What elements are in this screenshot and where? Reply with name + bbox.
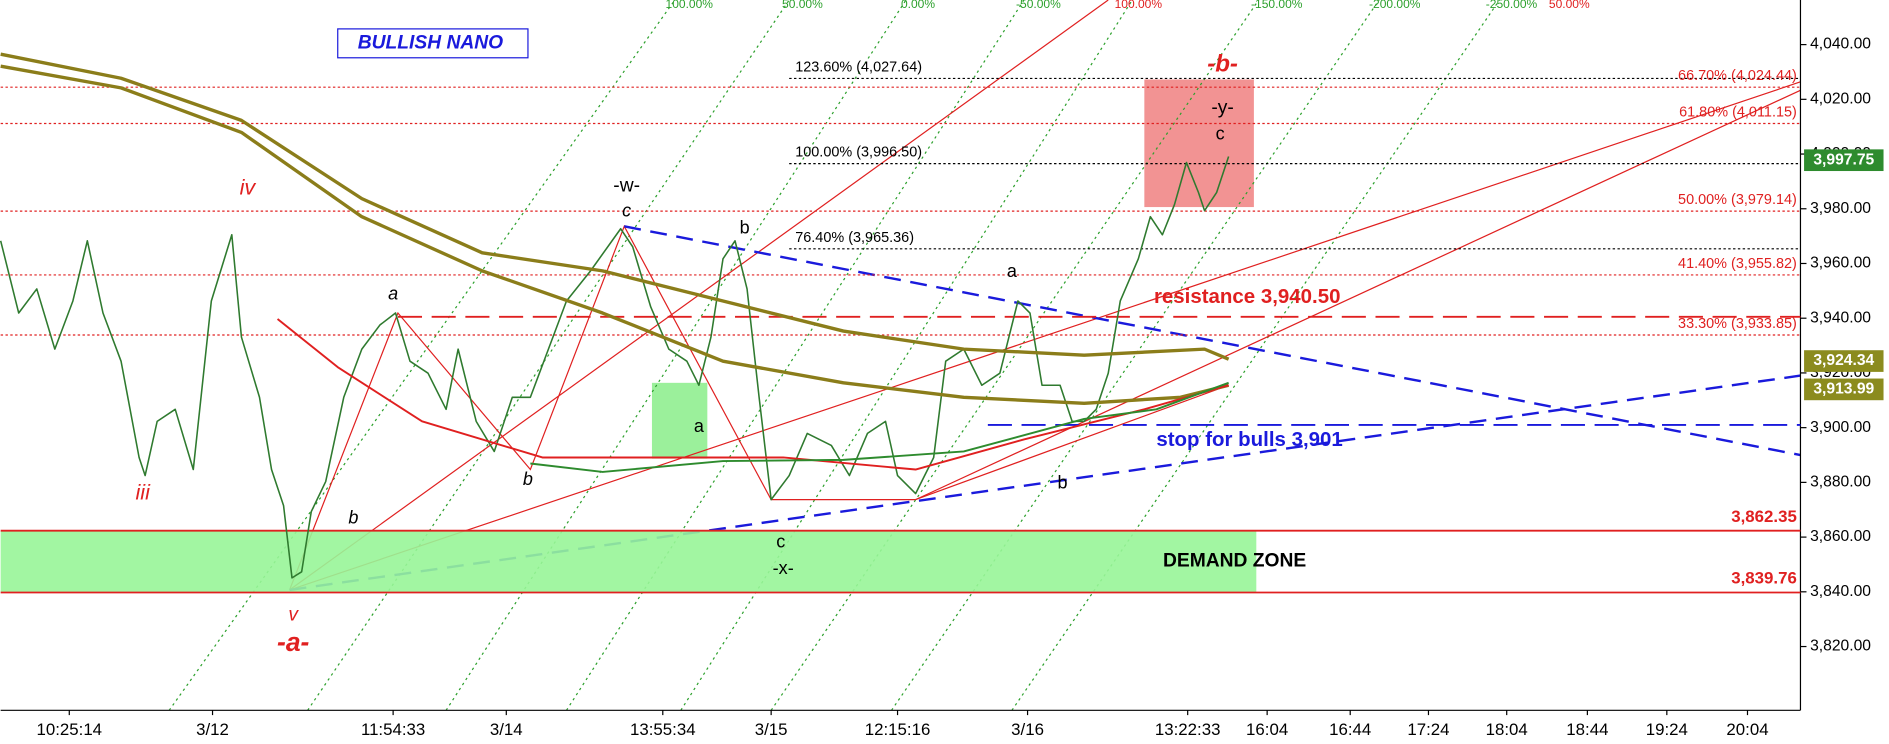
channel-line bbox=[915, 89, 1801, 501]
x-tick-label: 10:25:14 bbox=[36, 720, 102, 739]
fan-line bbox=[770, 0, 1260, 711]
annotation: 100.00% bbox=[666, 0, 714, 11]
annotation: -w- bbox=[613, 176, 640, 197]
annotation: -150.00% bbox=[1251, 0, 1303, 11]
wave-line bbox=[289, 224, 916, 591]
y-tick-label: 3,820.00 bbox=[1810, 638, 1871, 655]
annotation: 50.00% bbox=[1549, 0, 1590, 11]
zone-label: DEMAND ZONE bbox=[1163, 551, 1306, 572]
annotation: b bbox=[1057, 473, 1067, 493]
annotation: -y- bbox=[1211, 97, 1233, 118]
fib-label: 100.00% (3,996.50) bbox=[795, 145, 922, 161]
y-tick-label: 3,880.00 bbox=[1810, 474, 1871, 491]
y-tick-label: 3,860.00 bbox=[1810, 528, 1871, 545]
price-tag bbox=[1804, 378, 1884, 401]
annotation: a bbox=[694, 416, 705, 436]
annotation: c bbox=[1216, 124, 1225, 144]
fib-label: 66.70% (4,024.44) bbox=[1678, 68, 1797, 84]
annotation: iv bbox=[240, 175, 257, 200]
fib-label: 50.00% (3,979.14) bbox=[1678, 192, 1797, 208]
y-tick-label: 3,840.00 bbox=[1810, 583, 1871, 600]
x-tick-label: 3/12 bbox=[196, 720, 229, 739]
chart-title: BULLISH NANO bbox=[358, 32, 503, 53]
annotation: a bbox=[388, 284, 398, 304]
annotation: b bbox=[523, 469, 533, 489]
annotation: a bbox=[1007, 261, 1018, 281]
annotation: b bbox=[740, 218, 750, 238]
resistance-label: resistance 3,940.50 bbox=[1154, 285, 1341, 308]
trend-line bbox=[624, 225, 1801, 457]
y-tick-label: 3,980.00 bbox=[1810, 200, 1871, 217]
x-tick-label: 3/14 bbox=[490, 720, 523, 739]
price-tag-label: 3,997.75 bbox=[1813, 151, 1874, 168]
x-tick-label: 16:04 bbox=[1246, 720, 1288, 739]
x-tick-label: 12:15:16 bbox=[865, 720, 931, 739]
series-line bbox=[0, 64, 1230, 405]
annotation: c bbox=[776, 532, 785, 552]
annotation: -250.00% bbox=[1486, 0, 1538, 11]
annotation: -200.00% bbox=[1369, 0, 1421, 11]
fib-label: 33.30% (3,933.85) bbox=[1678, 316, 1797, 332]
annotation: 50.00% bbox=[782, 0, 823, 11]
x-tick-label: 20:04 bbox=[1726, 720, 1768, 739]
y-tick-label: 3,960.00 bbox=[1810, 255, 1871, 272]
title-box bbox=[337, 28, 529, 59]
series-line bbox=[0, 52, 1230, 361]
x-tick-label: 3/16 bbox=[1011, 720, 1044, 739]
annotation: -50.00% bbox=[1016, 0, 1061, 11]
fan-line-red bbox=[289, 81, 1801, 591]
x-tick-label: 11:54:33 bbox=[361, 720, 425, 739]
fan-line bbox=[1011, 0, 1500, 711]
x-tick-label: 18:44 bbox=[1566, 720, 1608, 739]
y-tick-label: 4,020.00 bbox=[1810, 90, 1871, 107]
x-tick-label: 19:24 bbox=[1646, 720, 1688, 739]
zone-price: 3,839.76 bbox=[1731, 569, 1797, 588]
x-tick-label: 3/15 bbox=[755, 720, 788, 739]
channel-line bbox=[915, 384, 1229, 501]
fib-label: 123.60% (4,027.64) bbox=[795, 59, 922, 75]
price-tag-label: 3,913.99 bbox=[1813, 381, 1874, 398]
annotation: v bbox=[288, 604, 299, 625]
x-tick-label: 18:04 bbox=[1486, 720, 1528, 739]
annotation: 100.00% bbox=[1115, 0, 1163, 11]
fib-label: 76.40% (3,965.36) bbox=[795, 230, 914, 246]
series-line bbox=[0, 156, 1230, 579]
stop-label: stop for bulls 3,901 bbox=[1156, 428, 1342, 451]
x-tick-label: 13:55:34 bbox=[630, 720, 696, 739]
annotation: -a- bbox=[277, 627, 310, 657]
y-tick-label: 3,940.00 bbox=[1810, 309, 1871, 326]
price-tag bbox=[1804, 350, 1884, 372]
zone-price: 3,862.35 bbox=[1731, 507, 1797, 526]
target-box bbox=[1144, 79, 1254, 208]
demand-zone bbox=[0, 530, 1257, 593]
annotation: b bbox=[348, 508, 358, 528]
annotation: -b- bbox=[1207, 50, 1238, 77]
zone-box bbox=[651, 382, 708, 459]
annotation: 0.00% bbox=[901, 0, 935, 11]
price-tag bbox=[1804, 149, 1884, 172]
fan-line bbox=[307, 0, 790, 711]
fib-label: 41.40% (3,955.82) bbox=[1678, 256, 1797, 272]
y-tick-label: 4,040.00 bbox=[1810, 36, 1871, 53]
annotation: -x- bbox=[773, 558, 794, 578]
x-tick-label: 16:44 bbox=[1329, 720, 1371, 739]
fib-label: 61.80% (4,011.15) bbox=[1679, 105, 1797, 121]
annotation: c bbox=[622, 201, 631, 221]
fan-line bbox=[891, 0, 1380, 711]
series-line bbox=[530, 381, 1229, 473]
annotation: iii bbox=[135, 479, 151, 504]
y-tick-label: 3,900.00 bbox=[1810, 419, 1871, 436]
x-tick-label: 13:22:33 bbox=[1155, 720, 1221, 739]
x-tick-label: 17:24 bbox=[1407, 720, 1449, 739]
fan-line bbox=[445, 0, 907, 711]
series-line bbox=[276, 318, 1229, 471]
price-tag-label: 3,924.34 bbox=[1813, 352, 1874, 369]
